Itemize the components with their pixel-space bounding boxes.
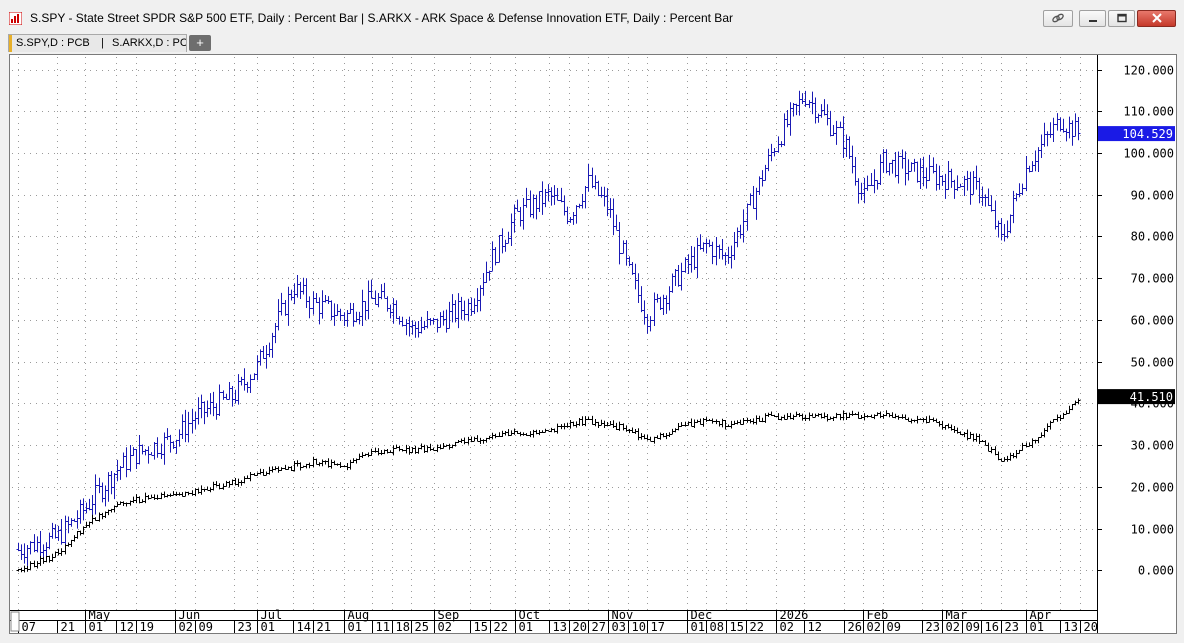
x-month-label: May — [89, 608, 111, 622]
x-month-label: Apr — [1030, 608, 1052, 622]
x-day-label: 20 — [573, 620, 587, 633]
x-day-label: 23 — [926, 620, 940, 633]
window-title: S.SPY - State Street SPDR S&P 500 ETF, D… — [30, 11, 733, 25]
x-day-label: 09 — [966, 620, 980, 633]
x-day-label: 27 — [592, 620, 606, 633]
chart-panel[interactable]: 0.00010.00020.00030.00040.00050.00060.00… — [9, 54, 1177, 634]
x-month-label: Sep — [438, 608, 460, 622]
x-day-label: 22 — [750, 620, 764, 633]
link-icon — [1052, 13, 1064, 23]
minimize-button[interactable] — [1079, 10, 1106, 27]
x-day-label: 09 — [199, 620, 213, 633]
add-tab-button[interactable]: + — [189, 35, 211, 51]
y-tick-label: 70.000 — [1131, 272, 1174, 286]
chart-tab-bar: S.SPY,D : PCB | S.ARKX,D : PCB + — [0, 33, 1184, 53]
x-day-label: 08 — [710, 620, 724, 633]
x-day-label: 15 — [474, 620, 488, 633]
series-spy — [16, 398, 1081, 573]
y-tick-label: 100.000 — [1123, 147, 1174, 161]
x-day-label: 09 — [887, 620, 901, 633]
x-day-label: 23 — [1005, 620, 1019, 633]
tab-label-spy: S.SPY,D : PCB — [16, 37, 90, 49]
maximize-icon — [1116, 13, 1127, 23]
y-tick-label: 60.000 — [1131, 314, 1174, 328]
app-icon — [9, 12, 22, 25]
y-tick-label: 120.000 — [1123, 64, 1174, 78]
x-day-label: 01 — [261, 620, 275, 633]
chart-background — [10, 55, 1176, 633]
y-axis-area — [1097, 55, 1176, 633]
x-day-label: 13 — [1064, 620, 1078, 633]
y-tick-label: 30.000 — [1131, 439, 1174, 453]
tab-chart[interactable]: S.SPY,D : PCB | S.ARKX,D : PCB — [8, 34, 187, 52]
x-day-label: 13 — [553, 620, 567, 633]
x-day-label: 01 — [348, 620, 362, 633]
x-day-label: 16 — [985, 620, 999, 633]
x-month-label: Nov — [612, 608, 634, 622]
x-month-label: Oct — [519, 608, 541, 622]
y-tick-label: 0.000 — [1138, 564, 1174, 578]
x-day-label: 12 — [808, 620, 822, 633]
tab-label-separator: | — [101, 37, 104, 49]
y-tick-label: 50.000 — [1131, 356, 1174, 370]
x-day-label: 26 — [848, 620, 862, 633]
x-day-label: 01 — [519, 620, 533, 633]
x-day-label: 21 — [317, 620, 331, 633]
x-day-label: 21 — [61, 620, 75, 633]
x-day-label: 02 — [780, 620, 794, 633]
window-titlebar: S.SPY - State Street SPDR S&P 500 ETF, D… — [0, 0, 1184, 36]
x-day-label: 14 — [297, 620, 311, 633]
last-value-label-arkx: 104.529 — [1122, 127, 1173, 141]
tab-accent — [9, 35, 12, 52]
x-month-label: Dec — [691, 608, 713, 622]
x-day-label: 25 — [415, 620, 429, 633]
x-day-label: 19 — [140, 620, 154, 633]
last-value-label-spy: 41.510 — [1130, 390, 1173, 404]
x-day-label: 02 — [438, 620, 452, 633]
y-tick-label: 10.000 — [1131, 523, 1174, 537]
y-tick-label: 80.000 — [1131, 230, 1174, 244]
x-day-label: 03 — [612, 620, 626, 633]
x-day-label: 12 — [120, 620, 134, 633]
minimize-icon — [1088, 20, 1097, 22]
last-value-badge-spy — [1098, 389, 1175, 405]
maximize-button[interactable] — [1108, 10, 1135, 27]
x-day-label: 10 — [632, 620, 646, 633]
close-button[interactable] — [1137, 10, 1176, 27]
x-day-label: 01 — [691, 620, 705, 633]
x-day-label: 01 — [89, 620, 103, 633]
x-day-label: 15 — [730, 620, 744, 633]
y-tick-label: 90.000 — [1131, 189, 1174, 203]
y-tick-label: 20.000 — [1131, 481, 1174, 495]
x-day-label: 22 — [494, 620, 508, 633]
x-month-label: Jun — [179, 608, 201, 622]
x-day-label: 23 — [238, 620, 252, 633]
x-day-label: 18 — [396, 620, 410, 633]
x-day-label: 07 — [22, 620, 36, 633]
scroll-handle — [10, 611, 20, 632]
x-month-label: Mar — [946, 608, 968, 622]
x-month-label: Jul — [261, 608, 283, 622]
x-day-label: 11 — [376, 620, 390, 633]
close-icon — [1151, 13, 1162, 23]
x-month-label: Feb — [867, 608, 889, 622]
x-day-label: 02 — [179, 620, 193, 633]
x-day-label: 01 — [1030, 620, 1044, 633]
x-day-label: 02 — [867, 620, 881, 633]
x-day-label: 20 — [1084, 620, 1098, 633]
link-button[interactable] — [1043, 10, 1073, 27]
x-day-label: 02 — [946, 620, 960, 633]
y-tick-label: 110.000 — [1123, 105, 1174, 119]
x-month-label: Aug — [348, 608, 370, 622]
x-month-label: 2026 — [780, 608, 809, 622]
x-day-label: 17 — [651, 620, 665, 633]
chart[interactable]: 0.00010.00020.00030.00040.00050.00060.00… — [10, 55, 1176, 633]
tab-label-arkx: S.ARKX,D : PCB — [112, 37, 187, 49]
grid-lines — [12, 57, 1097, 610]
last-value-badge-arkx — [1098, 126, 1175, 142]
